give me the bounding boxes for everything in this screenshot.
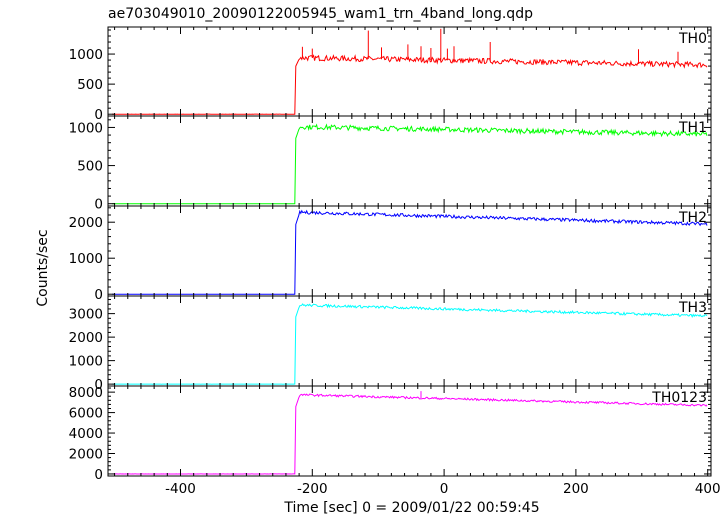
panel-th3: 0 1000 2000 3000 TH3 xyxy=(69,295,712,393)
panel-th0: 0 500 1000 TH0 xyxy=(69,26,712,123)
panel-frame xyxy=(107,295,712,387)
series-line-th0123 xyxy=(111,393,708,475)
y-tick-label: 1000 xyxy=(69,120,103,136)
y-tick-label: 2000 xyxy=(69,215,103,231)
panel-label: TH3 xyxy=(678,300,707,316)
x-tick-label: 200 xyxy=(563,481,589,497)
y-tick-label: 1000 xyxy=(69,251,103,267)
y-tick-label: 0 xyxy=(94,107,103,123)
x-tick-label: -200 xyxy=(297,481,328,497)
y-tick-label: 3000 xyxy=(69,307,103,323)
y-tick-label: 0 xyxy=(94,197,103,213)
y-tick-label: 1000 xyxy=(69,47,103,63)
x-tick-label: 400 xyxy=(695,481,721,497)
y-tick-label: 0 xyxy=(94,287,103,303)
y-tick-label: 500 xyxy=(77,159,103,175)
y-tick-label: 500 xyxy=(77,77,103,93)
x-tick-label: -400 xyxy=(165,481,196,497)
y-tick-label: 8000 xyxy=(69,385,103,401)
y-tick-label: 1000 xyxy=(69,354,103,370)
chart-title: ae703049010_20090122005945_wam1_trn_4ban… xyxy=(108,6,533,22)
series-line-th0 xyxy=(111,54,708,115)
panel-th2: 0 1000 2000 TH2 xyxy=(69,205,712,303)
y-tick-label: 0 xyxy=(94,467,103,483)
x-tick-label: 0 xyxy=(440,481,449,497)
y-tick-label: 0 xyxy=(94,377,103,393)
panel-th0123: 0 2000 4000 6000 8000 TH0123 xyxy=(69,385,712,483)
series-line-th1 xyxy=(112,123,708,205)
panel-label: TH2 xyxy=(678,210,707,226)
y-tick-label: 2000 xyxy=(69,447,103,463)
y-tick-label: 4000 xyxy=(69,426,103,442)
x-axis-label: Time [sec] 0 = 2009/01/22 00:59:45 xyxy=(283,500,539,516)
y-tick-label: 2000 xyxy=(69,330,103,346)
y-axis-label: Counts/sec xyxy=(35,229,51,306)
series-line-th2 xyxy=(112,209,708,295)
panel-label: TH0 xyxy=(678,31,707,47)
y-tick-label: 6000 xyxy=(69,406,103,422)
series-line-th3 xyxy=(112,303,708,385)
panel-frame xyxy=(107,385,712,477)
panel-th1: 0 500 1000 TH1 xyxy=(69,115,712,213)
panel-label: TH0123 xyxy=(651,390,707,406)
panel-label: TH1 xyxy=(678,120,707,136)
panel-frame xyxy=(107,205,712,297)
panel-frame xyxy=(107,26,712,117)
